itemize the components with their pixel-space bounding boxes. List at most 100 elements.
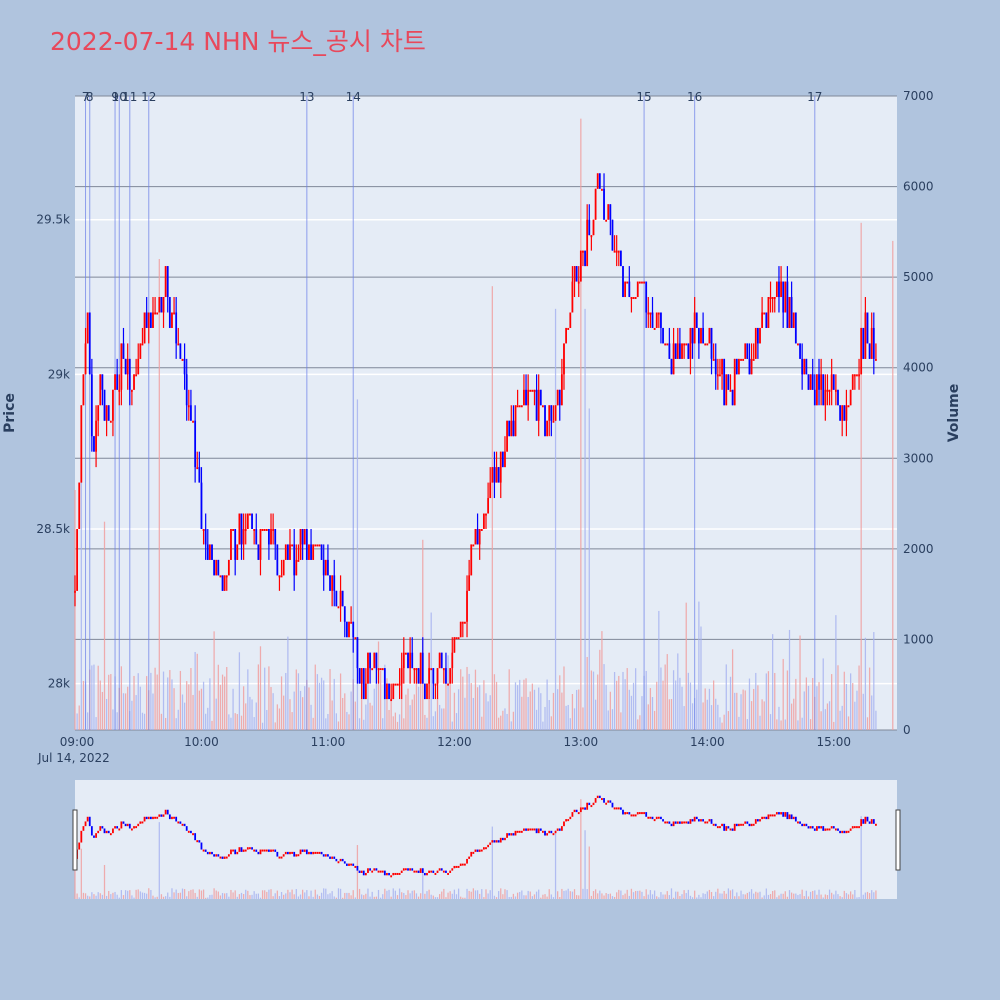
- slider-candle: [333, 856, 336, 859]
- candle-body: [554, 405, 557, 421]
- event-label[interactable]: 15: [636, 90, 651, 104]
- slider-candle: [400, 870, 403, 873]
- slider-volume-bar: [812, 890, 814, 899]
- slider-candle: [343, 861, 346, 864]
- slider-candle: [744, 821, 747, 824]
- range-slider-left-handle[interactable]: [72, 809, 78, 871]
- slider-volume-bar: [443, 888, 445, 899]
- slider-candle: [689, 819, 692, 824]
- slider-volume-bar: [310, 890, 312, 899]
- event-label[interactable]: 10: [112, 90, 127, 104]
- range-slider[interactable]: [75, 780, 897, 899]
- slider-volume-bar: [320, 892, 323, 899]
- volume-bar: [601, 631, 603, 730]
- slider-candle: [126, 823, 129, 827]
- event-label[interactable]: 17: [807, 90, 822, 104]
- slider-candle: [548, 830, 551, 834]
- slider-candle: [613, 807, 616, 810]
- slider-volume-bar: [498, 891, 500, 899]
- candle-body: [875, 358, 877, 361]
- volume-bar: [512, 711, 515, 730]
- candle-body: [175, 312, 178, 344]
- price-tick-label: 28k: [48, 677, 70, 691]
- candle-body: [240, 513, 243, 545]
- candle-body: [712, 358, 715, 361]
- slider-volume-bar: [426, 891, 428, 899]
- slider-volume-bar: [259, 897, 262, 899]
- volume-bar: [120, 666, 123, 730]
- slider-volume-bar: [510, 896, 512, 899]
- candle-body: [135, 374, 138, 377]
- candle-body: [101, 374, 104, 390]
- candle-body: [632, 297, 635, 300]
- volume-bar: [438, 704, 441, 730]
- slider-candle: [697, 819, 700, 822]
- volume-bar: [544, 706, 546, 730]
- volume-bar: [527, 696, 529, 730]
- candle-body: [527, 389, 530, 406]
- slider-candle: [607, 800, 610, 803]
- candle-body: [546, 420, 549, 437]
- slider-candle: [173, 816, 175, 819]
- candle-body: [689, 327, 692, 359]
- range-slider-right-handle[interactable]: [895, 809, 901, 871]
- slider-volume-bar: [866, 891, 869, 899]
- volume-bar: [127, 686, 129, 730]
- slider-candle: [769, 814, 772, 817]
- candle-body: [78, 482, 81, 529]
- price-axis-title: Price: [2, 393, 18, 433]
- slider-volume-bar: [156, 896, 158, 899]
- candle-body: [280, 575, 283, 578]
- volume-bar: [242, 686, 245, 730]
- slider-candle: [253, 849, 256, 852]
- slider-volume-bar: [833, 894, 835, 899]
- slider-candle: [339, 858, 342, 862]
- slider-candle: [550, 830, 553, 834]
- slider-candle: [426, 872, 428, 876]
- slider-volume-bar: [339, 888, 342, 899]
- candle-body: [221, 575, 224, 591]
- volume-bar: [175, 718, 177, 730]
- candle-body: [672, 343, 675, 375]
- volume-bar: [839, 710, 841, 730]
- event-label[interactable]: 13: [299, 90, 314, 104]
- event-label[interactable]: 14: [346, 90, 361, 104]
- slider-candle: [719, 826, 721, 829]
- slider-volume-bar: [432, 895, 434, 899]
- volume-bar: [628, 689, 630, 730]
- volume-bar: [487, 701, 489, 730]
- event-label[interactable]: 9: [111, 90, 119, 104]
- candle-body: [826, 389, 829, 392]
- volume-bar: [784, 719, 786, 730]
- slider-candle: [539, 828, 542, 831]
- slider-volume-bar: [828, 889, 831, 899]
- event-label[interactable]: 7: [82, 90, 90, 104]
- volume-bar: [552, 692, 555, 730]
- slider-volume-bar: [171, 888, 173, 899]
- slider-candle: [626, 812, 629, 815]
- slider-volume-bar: [624, 893, 626, 899]
- event-label[interactable]: 16: [687, 90, 702, 104]
- volume-bar: [205, 713, 207, 730]
- event-label[interactable]: 8: [86, 90, 94, 104]
- slider-volume-bar: [845, 893, 848, 899]
- slider-candle: [579, 807, 582, 813]
- volume-bar: [491, 286, 493, 730]
- slider-volume-bar: [80, 848, 82, 899]
- volume-bar: [443, 708, 445, 730]
- volume-bar: [854, 701, 856, 730]
- volume-bar: [864, 637, 867, 730]
- event-label[interactable]: 12: [141, 90, 156, 104]
- event-label[interactable]: 11: [122, 90, 137, 104]
- volume-bar: [675, 680, 677, 730]
- candle-body: [322, 559, 325, 576]
- volume-bar: [403, 718, 405, 730]
- slider-volume-bar: [462, 897, 464, 899]
- slider-volume-bar: [382, 894, 384, 899]
- volume-bar: [264, 667, 266, 730]
- candle-body: [786, 281, 789, 328]
- main-plot-area[interactable]: [75, 96, 897, 730]
- price-tick-label: 28.5k: [36, 522, 70, 536]
- slider-candle: [504, 837, 506, 841]
- candle-body: [352, 621, 355, 638]
